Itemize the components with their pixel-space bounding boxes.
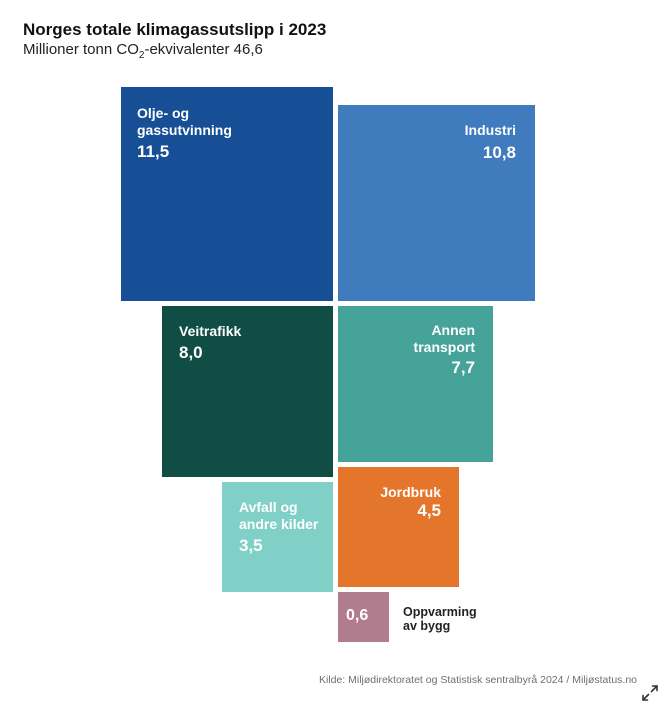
block-label-jordbruk: Jordbruk — [380, 484, 441, 500]
chart-title: Norges totale klimagassutslipp i 2023 — [23, 20, 327, 39]
treemap-block-veitrafikk[interactable]: Veitrafikk 8,0 — [162, 306, 333, 477]
block-label-annen-transport: Annen transport — [413, 322, 475, 355]
block-label-veitrafikk: Veitrafikk — [179, 323, 242, 339]
block-label-olje-og-gassutvinning: Olje- og gassutvinning — [137, 105, 232, 138]
treemap-block-oppvarming-av-bygg[interactable]: 0,6 — [338, 592, 389, 642]
block-value-olje-og-gassutvinning: 11,5 — [137, 142, 170, 161]
subtitle-suffix: -ekvivalenter 46,6 — [144, 41, 263, 58]
expand-icon[interactable] — [640, 683, 660, 703]
treemap-block-avfall-og-andre-kilder[interactable]: Avfall og andre kilder 3,5 — [222, 482, 333, 592]
subtitle-prefix: Millioner tonn CO — [23, 41, 139, 58]
expand-arrows-icon — [642, 685, 658, 701]
block-label-oppvarming-av-bygg: Oppvarming av bygg — [403, 605, 477, 633]
treemap-block-annen-transport[interactable]: Annen transport 7,7 — [338, 306, 493, 462]
block-value-veitrafikk: 8,0 — [179, 343, 203, 362]
block-label-industri: Industri — [464, 122, 516, 138]
treemap-block-jordbruk[interactable]: Jordbruk 4,5 — [338, 467, 459, 587]
block-value-oppvarming-av-bygg: 0,6 — [346, 607, 369, 624]
subtitle-subscript: 2 — [138, 50, 145, 61]
chart-subtitle: Millioner tonn CO2-ekvivalenter 46,6 — [23, 41, 263, 61]
block-value-jordbruk: 4,5 — [417, 501, 441, 520]
block-value-avfall-og-andre-kilder: 3,5 — [239, 536, 263, 555]
block-value-industri: 10,8 — [482, 143, 516, 162]
treemap-block-industri[interactable]: Industri 10,8 — [338, 105, 535, 301]
block-label-avfall-og-andre-kilder: Avfall og andre kilder — [239, 499, 319, 532]
source-note: Kilde: Miljødirektoratet og Statistisk s… — [318, 674, 637, 686]
treemap-block-olje-og-gassutvinning[interactable]: Olje- og gassutvinning 11,5 — [121, 87, 333, 301]
block-value-annen-transport: 7,7 — [451, 358, 475, 377]
